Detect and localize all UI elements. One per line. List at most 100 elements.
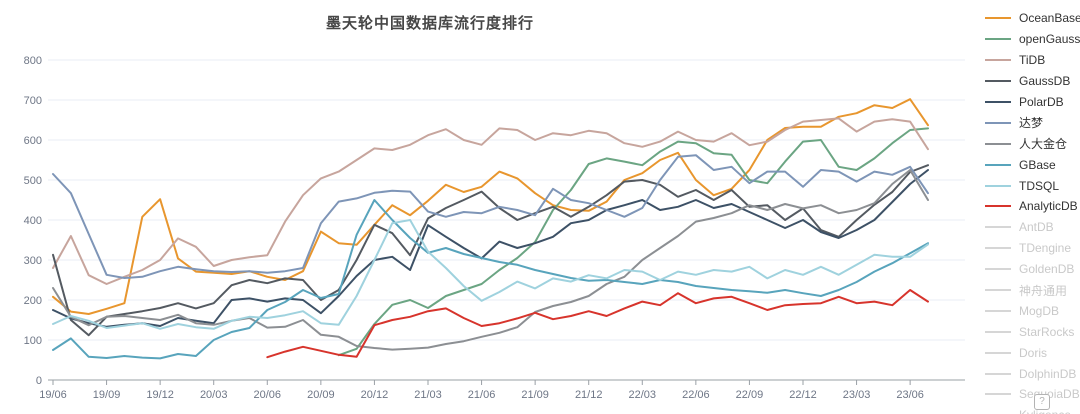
legend-swatch bbox=[985, 351, 1011, 354]
series-lines bbox=[52, 98, 929, 360]
line-chart: 0 100 200 300 400 500 600 700 800 19/06 19/09 19/1… bbox=[24, 55, 965, 401]
legend-swatch bbox=[985, 80, 1011, 83]
y-axis-tick-label: 0 bbox=[36, 375, 42, 387]
x-axis-tick-label: 20/12 bbox=[361, 389, 389, 401]
legend-item-TDSQL[interactable]: TDSQL bbox=[985, 175, 1080, 196]
legend-item-label: GoldenDB bbox=[1019, 262, 1075, 277]
legend-swatch bbox=[985, 142, 1011, 145]
legend-swatch bbox=[985, 372, 1011, 375]
legend-item-神舟通用[interactable]: 神舟通用 bbox=[985, 280, 1080, 301]
legend-item-PolarDB[interactable]: PolarDB bbox=[985, 92, 1080, 113]
series-line-达梦 bbox=[52, 154, 929, 279]
legend-item-label: 达梦 bbox=[1019, 116, 1044, 131]
x-axis-tick-label: 21/03 bbox=[414, 389, 442, 401]
legend-item-label: DolphinDB bbox=[1019, 366, 1077, 381]
series-line-openGauss bbox=[337, 127, 929, 357]
legend-item-MogDB[interactable]: MogDB bbox=[985, 300, 1080, 321]
x-axis-tick-label: 20/09 bbox=[307, 389, 335, 401]
legend-item-达梦[interactable]: 达梦 bbox=[985, 112, 1080, 133]
legend-swatch bbox=[985, 17, 1011, 20]
legend-item-label: AnalyticDB bbox=[1019, 199, 1078, 214]
legend-item-GoldenDB[interactable]: GoldenDB bbox=[985, 259, 1080, 280]
x-axis-tick-label: 19/09 bbox=[93, 389, 121, 401]
x-axis-tick-label: 23/03 bbox=[843, 389, 871, 401]
legend-item-AntDB[interactable]: AntDB bbox=[985, 217, 1080, 238]
series-line-OceanBase bbox=[52, 98, 929, 315]
legend-swatch bbox=[985, 247, 1011, 250]
legend-item-TiDB[interactable]: TiDB bbox=[985, 50, 1080, 71]
legend-item-label: GBase bbox=[1019, 157, 1056, 172]
legend-item-label: TiDB bbox=[1019, 53, 1046, 68]
legend-item-Doris[interactable]: Doris bbox=[985, 342, 1080, 363]
legend-swatch bbox=[985, 268, 1011, 271]
legend-item-人大金仓[interactable]: 人大金仓 bbox=[985, 133, 1080, 154]
x-axis-tick-label: 22/12 bbox=[789, 389, 817, 401]
grid-lines bbox=[48, 59, 965, 341]
legend-item-label: MogDB bbox=[1019, 303, 1060, 318]
legend-swatch bbox=[985, 121, 1011, 124]
x-axis-tick-label: 19/12 bbox=[146, 389, 174, 401]
x-axis-tick-label: 22/06 bbox=[682, 389, 710, 401]
legend-item-StarRocks[interactable]: StarRocks bbox=[985, 321, 1080, 342]
y-axis-tick-label: 800 bbox=[24, 55, 42, 67]
x-axis: 19/06 19/09 19/12 20/03 20/06 20/09 20/12 21/03… bbox=[39, 379, 965, 401]
legend-item-label: GaussDB bbox=[1019, 74, 1071, 89]
x-axis-tick-label: 20/03 bbox=[200, 389, 228, 401]
series-line-GBase bbox=[52, 199, 929, 360]
legend-item-label: 神舟通用 bbox=[1019, 283, 1068, 298]
legend: OceanBase openGauss TiDB GaussDB PolarDB 达梦人大… bbox=[985, 8, 1080, 414]
series-line-AnalyticDB bbox=[266, 289, 929, 359]
x-axis-tick-label: 20/06 bbox=[254, 389, 282, 401]
legend-item-label: TDSQL bbox=[1019, 178, 1060, 193]
legend-item-label: Doris bbox=[1019, 345, 1048, 360]
legend-item-GaussDB[interactable]: GaussDB bbox=[985, 71, 1080, 92]
y-axis-tick-label: 200 bbox=[24, 295, 42, 307]
series-line-人大金仓 bbox=[52, 169, 929, 351]
x-axis-tick-label: 21/06 bbox=[468, 389, 496, 401]
y-axis-tick-label: 300 bbox=[24, 255, 42, 267]
legend-item-SequoiaDB[interactable]: SequoiaDB bbox=[985, 384, 1080, 405]
legend-swatch bbox=[985, 59, 1011, 62]
y-axis-tick-label: 700 bbox=[24, 95, 42, 107]
legend-swatch bbox=[985, 184, 1011, 187]
y-axis-labels: 0 100 200 300 400 500 600 700 800 bbox=[24, 55, 42, 387]
x-axis-tick-label: 21/09 bbox=[521, 389, 549, 401]
y-axis-tick-label: 600 bbox=[24, 135, 42, 147]
legend-item-label: openGauss bbox=[1019, 32, 1080, 47]
series-line-GaussDB bbox=[52, 164, 929, 337]
legend-swatch bbox=[985, 205, 1011, 208]
legend-item-Kyligence[interactable]: Kyligence bbox=[985, 405, 1080, 414]
y-axis-tick-label: 100 bbox=[24, 335, 42, 347]
x-axis-tick-label: 22/09 bbox=[736, 389, 764, 401]
legend-item-AnalyticDB[interactable]: AnalyticDB bbox=[985, 196, 1080, 217]
legend-item-DolphinDB[interactable]: DolphinDB bbox=[985, 363, 1080, 384]
legend-item-label: TDengine bbox=[1019, 241, 1072, 256]
x-axis-tick-label: 19/06 bbox=[39, 389, 67, 401]
legend-item-OceanBase[interactable]: OceanBase bbox=[985, 8, 1080, 29]
legend-item-TDengine[interactable]: TDengine bbox=[985, 238, 1080, 259]
y-axis-tick-label: 400 bbox=[24, 215, 42, 227]
legend-item-label: PolarDB bbox=[1019, 95, 1064, 109]
x-axis-tick-label: 21/12 bbox=[575, 389, 603, 401]
series-line-TDSQL bbox=[52, 219, 929, 330]
legend-swatch bbox=[985, 393, 1011, 396]
legend-swatch bbox=[985, 330, 1011, 333]
legend-item-openGauss[interactable]: openGauss bbox=[985, 29, 1080, 50]
legend-swatch bbox=[985, 226, 1011, 229]
chart-title: 墨天轮中国数据库流行度排行 bbox=[325, 15, 534, 32]
legend-item-label: StarRocks bbox=[1019, 324, 1075, 339]
series-line-PolarDB bbox=[52, 169, 929, 328]
legend-item-label: OceanBase bbox=[1019, 11, 1080, 26]
series-line-TiDB bbox=[52, 117, 929, 285]
x-axis-tick-label: 23/06 bbox=[896, 389, 924, 401]
legend-item-label: 人大金仓 bbox=[1019, 137, 1068, 152]
legend-swatch bbox=[985, 289, 1011, 292]
legend-swatch bbox=[985, 101, 1011, 103]
legend-swatch bbox=[985, 38, 1011, 41]
help-icon[interactable]: ? bbox=[1034, 394, 1050, 410]
y-axis-tick-label: 500 bbox=[24, 175, 42, 187]
legend-swatch bbox=[985, 309, 1011, 312]
legend-item-label: Kyligence bbox=[1019, 408, 1071, 414]
legend-item-GBase[interactable]: GBase bbox=[985, 154, 1080, 175]
